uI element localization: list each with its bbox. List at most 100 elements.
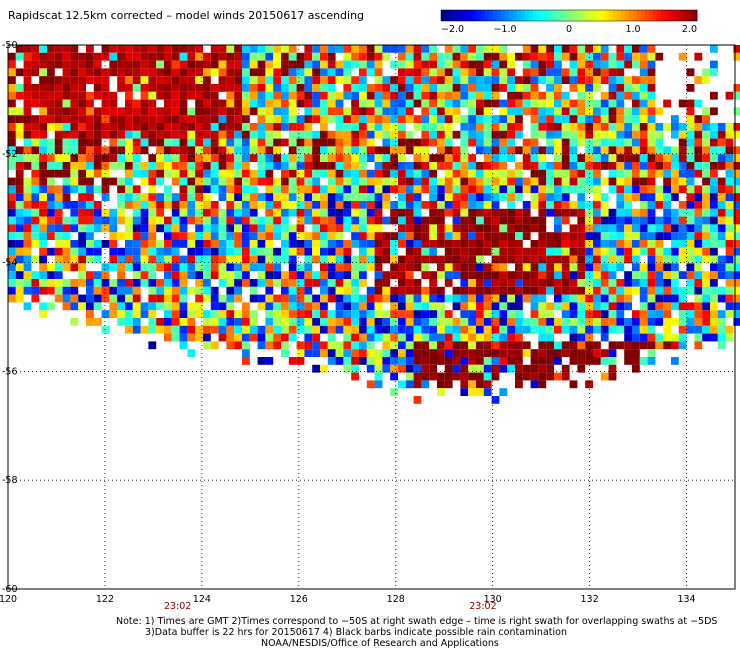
heatmap-cell [226,294,235,303]
heatmap-cell [164,279,172,287]
heatmap-cell [538,162,547,170]
heatmap-cell [663,325,671,334]
heatmap-cell [171,224,180,233]
heatmap-cell [421,84,430,92]
heatmap-cell [577,247,586,256]
heatmap-cell [47,286,55,295]
heatmap-cell [655,240,664,248]
heatmap-cell [101,224,110,233]
heatmap-cell [577,318,586,326]
heatmap-cell [117,162,125,170]
heatmap-cell [164,333,172,342]
heatmap-cell [600,232,609,240]
heatmap-cell [460,154,469,162]
heatmap-cell [351,193,359,201]
heatmap-cell [125,224,133,233]
heatmap-cell [273,302,281,311]
heatmap-cell [491,208,500,217]
heatmap-cell [624,162,632,170]
heatmap-cell [148,286,157,295]
heatmap-cell [647,154,656,162]
heatmap-cell [8,271,16,279]
heatmap-cell [164,318,172,326]
heatmap-cell [616,169,625,178]
heatmap-cell [187,162,196,170]
heatmap-cell [203,263,211,272]
heatmap-cell [296,154,305,162]
heatmap-cell [164,84,172,92]
heatmap-cell [686,169,695,178]
heatmap-cell [483,91,492,100]
heatmap-cell [78,240,86,248]
heatmap-cell [23,138,32,147]
heatmap-cell [234,115,242,123]
heatmap-cell [78,224,86,233]
heatmap-cell [390,240,398,248]
heatmap-cell [54,216,63,225]
heatmap-cell [437,216,445,225]
heatmap-cell [187,201,196,209]
heatmap-cell [585,162,593,170]
heatmap-cell [242,201,250,209]
heatmap-cell [109,240,118,248]
heatmap-cell [437,138,445,147]
heatmap-cell [359,76,367,84]
heatmap-cell [483,162,492,170]
heatmap-cell [195,240,203,248]
heatmap-cell [164,162,172,170]
heatmap-cell [452,169,461,178]
heatmap-cell [476,107,484,116]
heatmap-cell [257,216,266,225]
heatmap-cell [460,208,469,217]
heatmap-cell [717,216,726,225]
heatmap-cell [226,240,235,248]
heatmap-cell [405,255,414,264]
heatmap-cell [717,154,726,162]
heatmap-cell [78,138,86,147]
heatmap-cell [468,154,476,162]
heatmap-cell [476,208,484,217]
heatmap-cell [491,99,500,108]
heatmap-cell [694,130,703,139]
heatmap-cell [530,286,539,295]
heatmap-cell [569,68,578,77]
heatmap-cell [86,294,94,303]
heatmap-cell [359,169,367,178]
heatmap-cell [437,52,445,61]
heatmap-cell [624,115,632,123]
heatmap-cell [577,357,586,365]
heatmap-cell [249,169,258,178]
heatmap-cell [608,99,617,108]
heatmap-cell [101,52,110,61]
heatmap-cell [491,364,500,373]
heatmap-cell [468,185,476,194]
heatmap-cell [140,91,149,100]
heatmap-cell [405,318,414,326]
heatmap-cell [678,162,687,170]
heatmap-cell [460,45,469,53]
heatmap-cell [265,68,274,77]
heatmap-cell [437,185,445,194]
heatmap-cell [86,60,94,69]
heatmap-cell [62,177,71,186]
heatmap-cell [702,318,710,326]
heatmap-cell [382,177,391,186]
heatmap-cell [203,52,211,61]
heatmap-cell [725,208,734,217]
heatmap-cell [476,286,484,295]
heatmap-cell [62,45,71,53]
heatmap-cell [195,138,203,147]
heatmap-cell [78,130,86,139]
heatmap-cell [678,302,687,311]
heatmap-cell [312,154,320,162]
heatmap-cell [288,279,297,287]
heatmap-cell [288,240,297,248]
heatmap-cell [187,208,196,217]
heatmap-cell [218,263,227,272]
heatmap-cell [538,271,547,279]
heatmap-cell [359,193,367,201]
heatmap-cell [101,154,110,162]
colorbar-swatch [485,10,490,21]
heatmap-cell [125,302,133,311]
heatmap-cell [304,177,313,186]
